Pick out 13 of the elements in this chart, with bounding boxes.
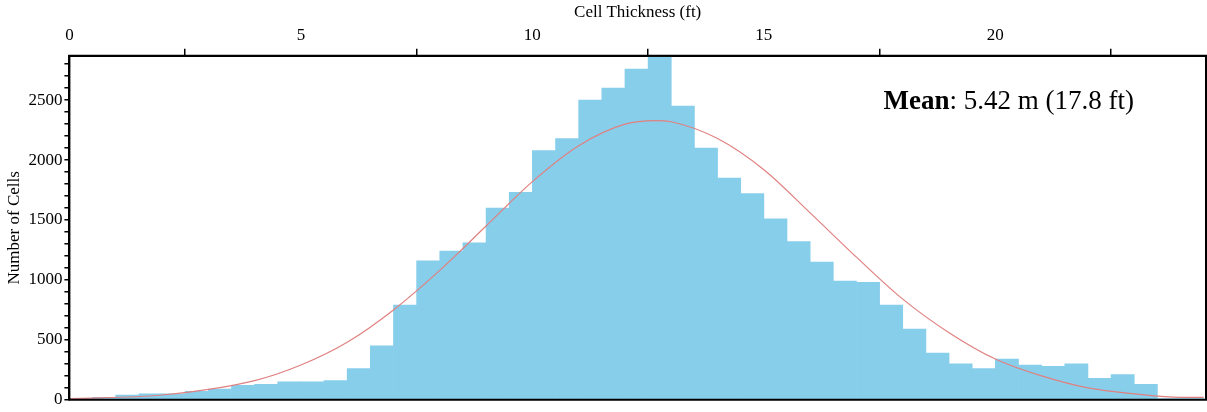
y-tick-label: 0	[53, 389, 63, 409]
annotation: Mean: 5.42 m (17.8 ft)	[883, 84, 1135, 115]
y-tick-label: 2500	[28, 89, 63, 109]
x-axis-title: Cell Thickness (ft)	[574, 1, 702, 21]
y-tick-label: 500	[36, 329, 63, 349]
y-tick-label: 2000	[28, 149, 63, 169]
y-axis-title: Number of Cells	[3, 171, 23, 285]
y-tick-label: 1500	[28, 209, 63, 229]
x-tick-label: 20	[986, 25, 1004, 45]
x-tick-label: 5	[296, 25, 306, 45]
x-tick-label: 15	[755, 25, 773, 45]
y-tick-label: 1000	[28, 269, 63, 289]
x-tick-label: 10	[523, 25, 541, 45]
